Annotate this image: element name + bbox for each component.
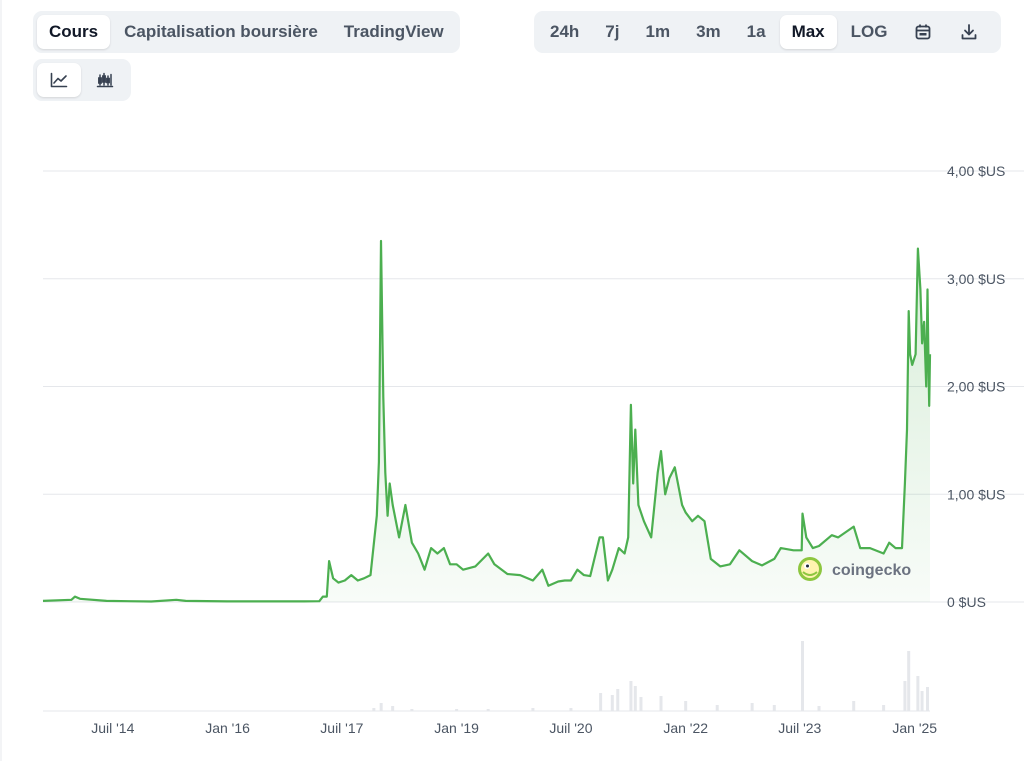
log-scale-toggle[interactable]: LOG — [850, 22, 888, 41]
range-3m[interactable]: 3m — [696, 22, 721, 41]
time-range-selector: 24h 7j 1m 3m 1a Max LOG — [534, 11, 1002, 53]
x-tick-label-0: Juil '14 — [91, 720, 134, 736]
line-chart-icon[interactable] — [37, 63, 81, 97]
watermark-text: coingecko — [832, 562, 911, 579]
chart-gridlines — [43, 170, 1024, 712]
volume-bar-16 — [715, 705, 719, 711]
y-tick-label-3: 1,00 $US — [947, 486, 1005, 502]
x-axis-labels: Juil '14 Jan '16 Juil '17 Jan '19 Juil '20 Ja… — [91, 720, 937, 736]
calendar-icon[interactable] — [901, 15, 945, 49]
volume-bar-14 — [659, 696, 663, 711]
volume-bar-12 — [633, 686, 637, 711]
candlestick-icon[interactable] — [83, 63, 127, 97]
volume-bar-21 — [852, 701, 856, 711]
volume-bar-8 — [599, 693, 603, 711]
x-tick-label-3: Jan '19 — [434, 720, 479, 736]
price-line — [42, 239, 932, 603]
download-icon[interactable] — [947, 15, 991, 49]
left-edge-divider — [0, 0, 2, 761]
volume-bar-20 — [817, 706, 821, 711]
x-tick-label-7: Jan '25 — [892, 720, 937, 736]
volume-bar-13 — [639, 697, 643, 711]
volume-bar-17 — [750, 703, 754, 711]
chart-style-toggle — [33, 59, 131, 101]
y-tick-label-4: 0 $US — [947, 594, 986, 610]
volume-bar-9 — [610, 695, 614, 711]
volume-bar-24 — [907, 651, 911, 711]
volume-bar-22 — [882, 705, 886, 711]
price-series — [42, 239, 932, 603]
volume-bar-26 — [920, 691, 924, 711]
volume-bar-23 — [903, 681, 907, 711]
volume-bar-4 — [455, 709, 459, 711]
range-24h[interactable]: 24h — [550, 22, 580, 41]
volume-bar-5 — [486, 709, 490, 711]
x-tick-label-4: Juil '20 — [549, 720, 592, 736]
volume-bar-3 — [410, 709, 414, 711]
volume-bar-6 — [531, 708, 535, 711]
x-tick-label-6: Juil '23 — [778, 720, 821, 736]
x-tick-label-5: Jan '22 — [663, 720, 708, 736]
volume-bar-1 — [379, 703, 383, 711]
volume-bar-11 — [629, 681, 633, 711]
price-area — [43, 241, 930, 602]
volume-bar-27 — [925, 687, 929, 711]
y-tick-label-1: 3,00 $US — [947, 271, 1005, 287]
chart-type-tabs: Cours Capitalisation boursière TradingVi… — [33, 11, 460, 53]
y-axis-labels: 4,00 $US 3,00 $US 2,00 $US 1,00 $US 0 $US — [947, 163, 1005, 610]
volume-bar-19 — [801, 641, 805, 711]
y-tick-label-2: 2,00 $US — [947, 379, 1005, 395]
range-7j[interactable]: 7j — [605, 22, 620, 41]
range-1m[interactable]: 1m — [645, 22, 671, 41]
x-tick-label-2: Juil '17 — [320, 720, 363, 736]
range-1a[interactable]: 1a — [746, 22, 766, 41]
volume-bar-15 — [684, 701, 688, 711]
x-tick-label-1: Jan '16 — [205, 720, 250, 736]
range-max[interactable]: Max — [779, 15, 837, 49]
volume-bar-0 — [372, 708, 376, 711]
y-tick-label-0: 4,00 $US — [947, 163, 1005, 179]
tab-tradingview[interactable]: TradingView — [343, 22, 444, 41]
tab-cours[interactable]: Cours — [37, 15, 111, 49]
coingecko-watermark: coingecko — [798, 557, 911, 581]
tab-capitalisation[interactable]: Capitalisation boursière — [124, 22, 318, 41]
volume-bar-18 — [772, 705, 776, 711]
volume-bar-10 — [616, 689, 620, 711]
volume-bar-2 — [391, 706, 395, 711]
volume-bar-25 — [916, 676, 920, 711]
volume-bar-7 — [569, 708, 573, 711]
volume-bars — [372, 641, 929, 711]
